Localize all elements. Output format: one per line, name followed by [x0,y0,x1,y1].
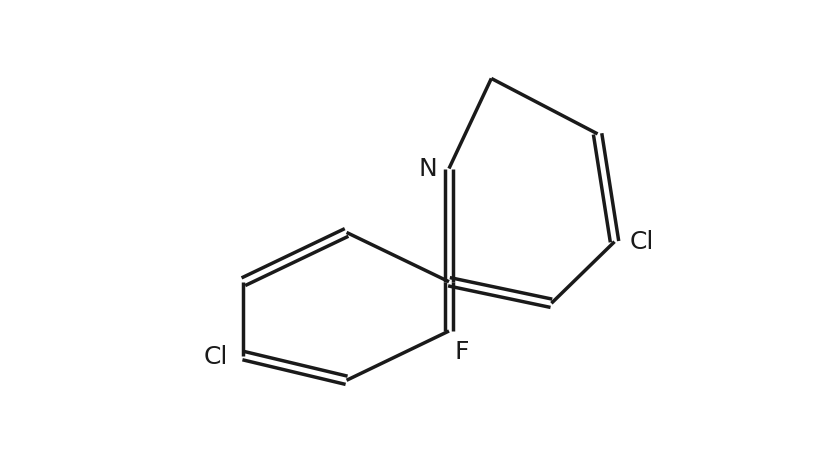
Text: F: F [455,340,469,364]
Text: Cl: Cl [630,230,655,254]
Text: N: N [419,156,438,181]
Text: Cl: Cl [203,345,228,369]
